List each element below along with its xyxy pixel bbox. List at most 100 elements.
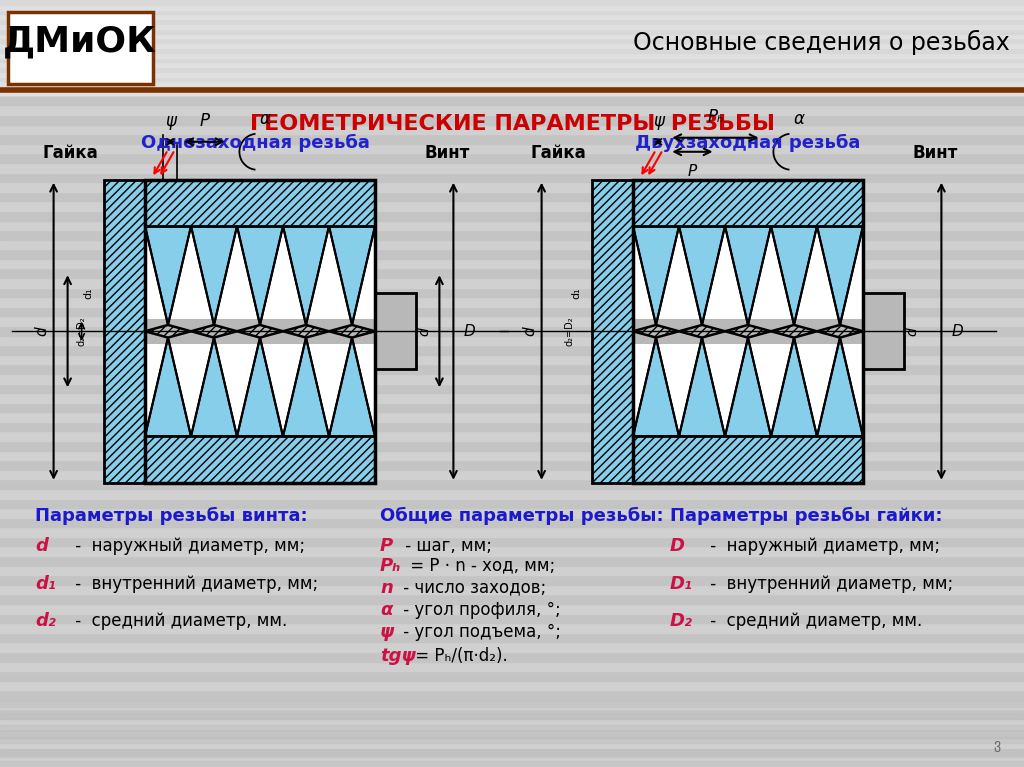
- Bar: [0, 106, 1024, 115]
- Bar: [0, 643, 1024, 652]
- Bar: [0, 412, 1024, 422]
- Bar: [0, 761, 1024, 767]
- Bar: [0, 5, 1024, 9]
- Text: d: d: [35, 537, 48, 555]
- Bar: [0, 489, 1024, 499]
- Polygon shape: [237, 337, 283, 436]
- Polygon shape: [771, 226, 817, 325]
- Bar: [0, 604, 1024, 614]
- Text: n: n: [380, 578, 393, 597]
- Polygon shape: [633, 226, 679, 325]
- Bar: [0, 34, 1024, 38]
- Bar: [0, 239, 1024, 249]
- Bar: [863, 294, 904, 369]
- Text: Винт: Винт: [424, 143, 470, 162]
- Bar: [0, 29, 1024, 38]
- Text: d₁: d₁: [84, 288, 93, 299]
- Text: d: d: [34, 327, 49, 336]
- Bar: [0, 345, 1024, 354]
- Bar: [145, 179, 375, 482]
- Bar: [145, 318, 375, 344]
- Text: -  средний диаметр, мм.: - средний диаметр, мм.: [705, 612, 923, 630]
- Bar: [0, 259, 1024, 268]
- Bar: [0, 144, 1024, 153]
- Polygon shape: [817, 226, 863, 325]
- Polygon shape: [191, 337, 237, 436]
- Bar: [0, 86, 1024, 91]
- Bar: [0, 469, 1024, 479]
- Bar: [0, 249, 1024, 259]
- Bar: [0, 700, 1024, 709]
- Polygon shape: [329, 337, 375, 436]
- Bar: [0, 749, 1024, 755]
- Bar: [0, 546, 1024, 556]
- Bar: [0, 72, 1024, 77]
- Bar: [0, 725, 1024, 731]
- Bar: [0, 479, 1024, 489]
- Polygon shape: [329, 325, 375, 337]
- Bar: [0, 508, 1024, 518]
- Bar: [0, 518, 1024, 528]
- Text: tgψ: tgψ: [380, 647, 416, 665]
- Bar: [0, 709, 1024, 719]
- Bar: [633, 318, 863, 344]
- Polygon shape: [237, 325, 283, 337]
- Text: d: d: [905, 327, 920, 336]
- Text: - шаг, мм;: - шаг, мм;: [400, 537, 492, 555]
- Bar: [0, 431, 1024, 441]
- Text: Двухзаходная резьба: Двухзаходная резьба: [635, 134, 861, 152]
- Bar: [0, 221, 1024, 230]
- Bar: [0, 9, 1024, 15]
- Text: Параметры резьбы гайки:: Параметры резьбы гайки:: [670, 506, 942, 525]
- Polygon shape: [725, 337, 771, 436]
- Polygon shape: [191, 226, 237, 325]
- Text: Гайка: Гайка: [530, 143, 587, 162]
- Text: -  наружный диаметр, мм;: - наружный диаметр, мм;: [705, 537, 940, 555]
- Text: Pₕ: Pₕ: [708, 107, 724, 126]
- Bar: [0, 584, 1024, 594]
- Text: - угол подъема, °;: - угол подъема, °;: [398, 623, 561, 640]
- Text: P: P: [380, 537, 393, 555]
- Bar: [0, 38, 1024, 48]
- Bar: [0, 77, 1024, 81]
- Bar: [0, 374, 1024, 384]
- Bar: [0, 594, 1024, 604]
- Bar: [0, 528, 1024, 537]
- Text: ψ: ψ: [653, 112, 664, 130]
- Bar: [0, 58, 1024, 67]
- Bar: [0, 652, 1024, 661]
- Bar: [0, 690, 1024, 700]
- Bar: [145, 436, 375, 482]
- Bar: [0, 134, 1024, 144]
- Text: d₂: d₂: [35, 612, 55, 630]
- Bar: [0, 62, 1024, 67]
- Bar: [0, 192, 1024, 201]
- Bar: [0, 336, 1024, 345]
- Polygon shape: [633, 337, 679, 436]
- Text: d: d: [522, 327, 538, 336]
- Polygon shape: [771, 337, 817, 436]
- Bar: [0, 354, 1024, 364]
- Bar: [0, 125, 1024, 134]
- Bar: [103, 179, 145, 482]
- Bar: [0, 230, 1024, 239]
- Text: -  внутренний диаметр, мм;: - внутренний диаметр, мм;: [70, 574, 318, 593]
- Bar: [0, 77, 1024, 87]
- Bar: [0, 38, 1024, 43]
- Polygon shape: [283, 226, 329, 325]
- Polygon shape: [725, 325, 771, 337]
- Bar: [0, 173, 1024, 183]
- Bar: [633, 226, 863, 436]
- Bar: [0, 87, 1024, 96]
- Text: Общие параметры резьбы:: Общие параметры резьбы:: [380, 506, 664, 525]
- Polygon shape: [633, 325, 679, 337]
- FancyBboxPatch shape: [8, 12, 153, 84]
- Text: D: D: [464, 324, 475, 339]
- Polygon shape: [145, 337, 191, 436]
- Bar: [0, 499, 1024, 508]
- Bar: [0, 758, 1024, 767]
- Polygon shape: [679, 325, 725, 337]
- Bar: [0, 729, 1024, 738]
- Bar: [0, 48, 1024, 58]
- Bar: [0, 67, 1024, 77]
